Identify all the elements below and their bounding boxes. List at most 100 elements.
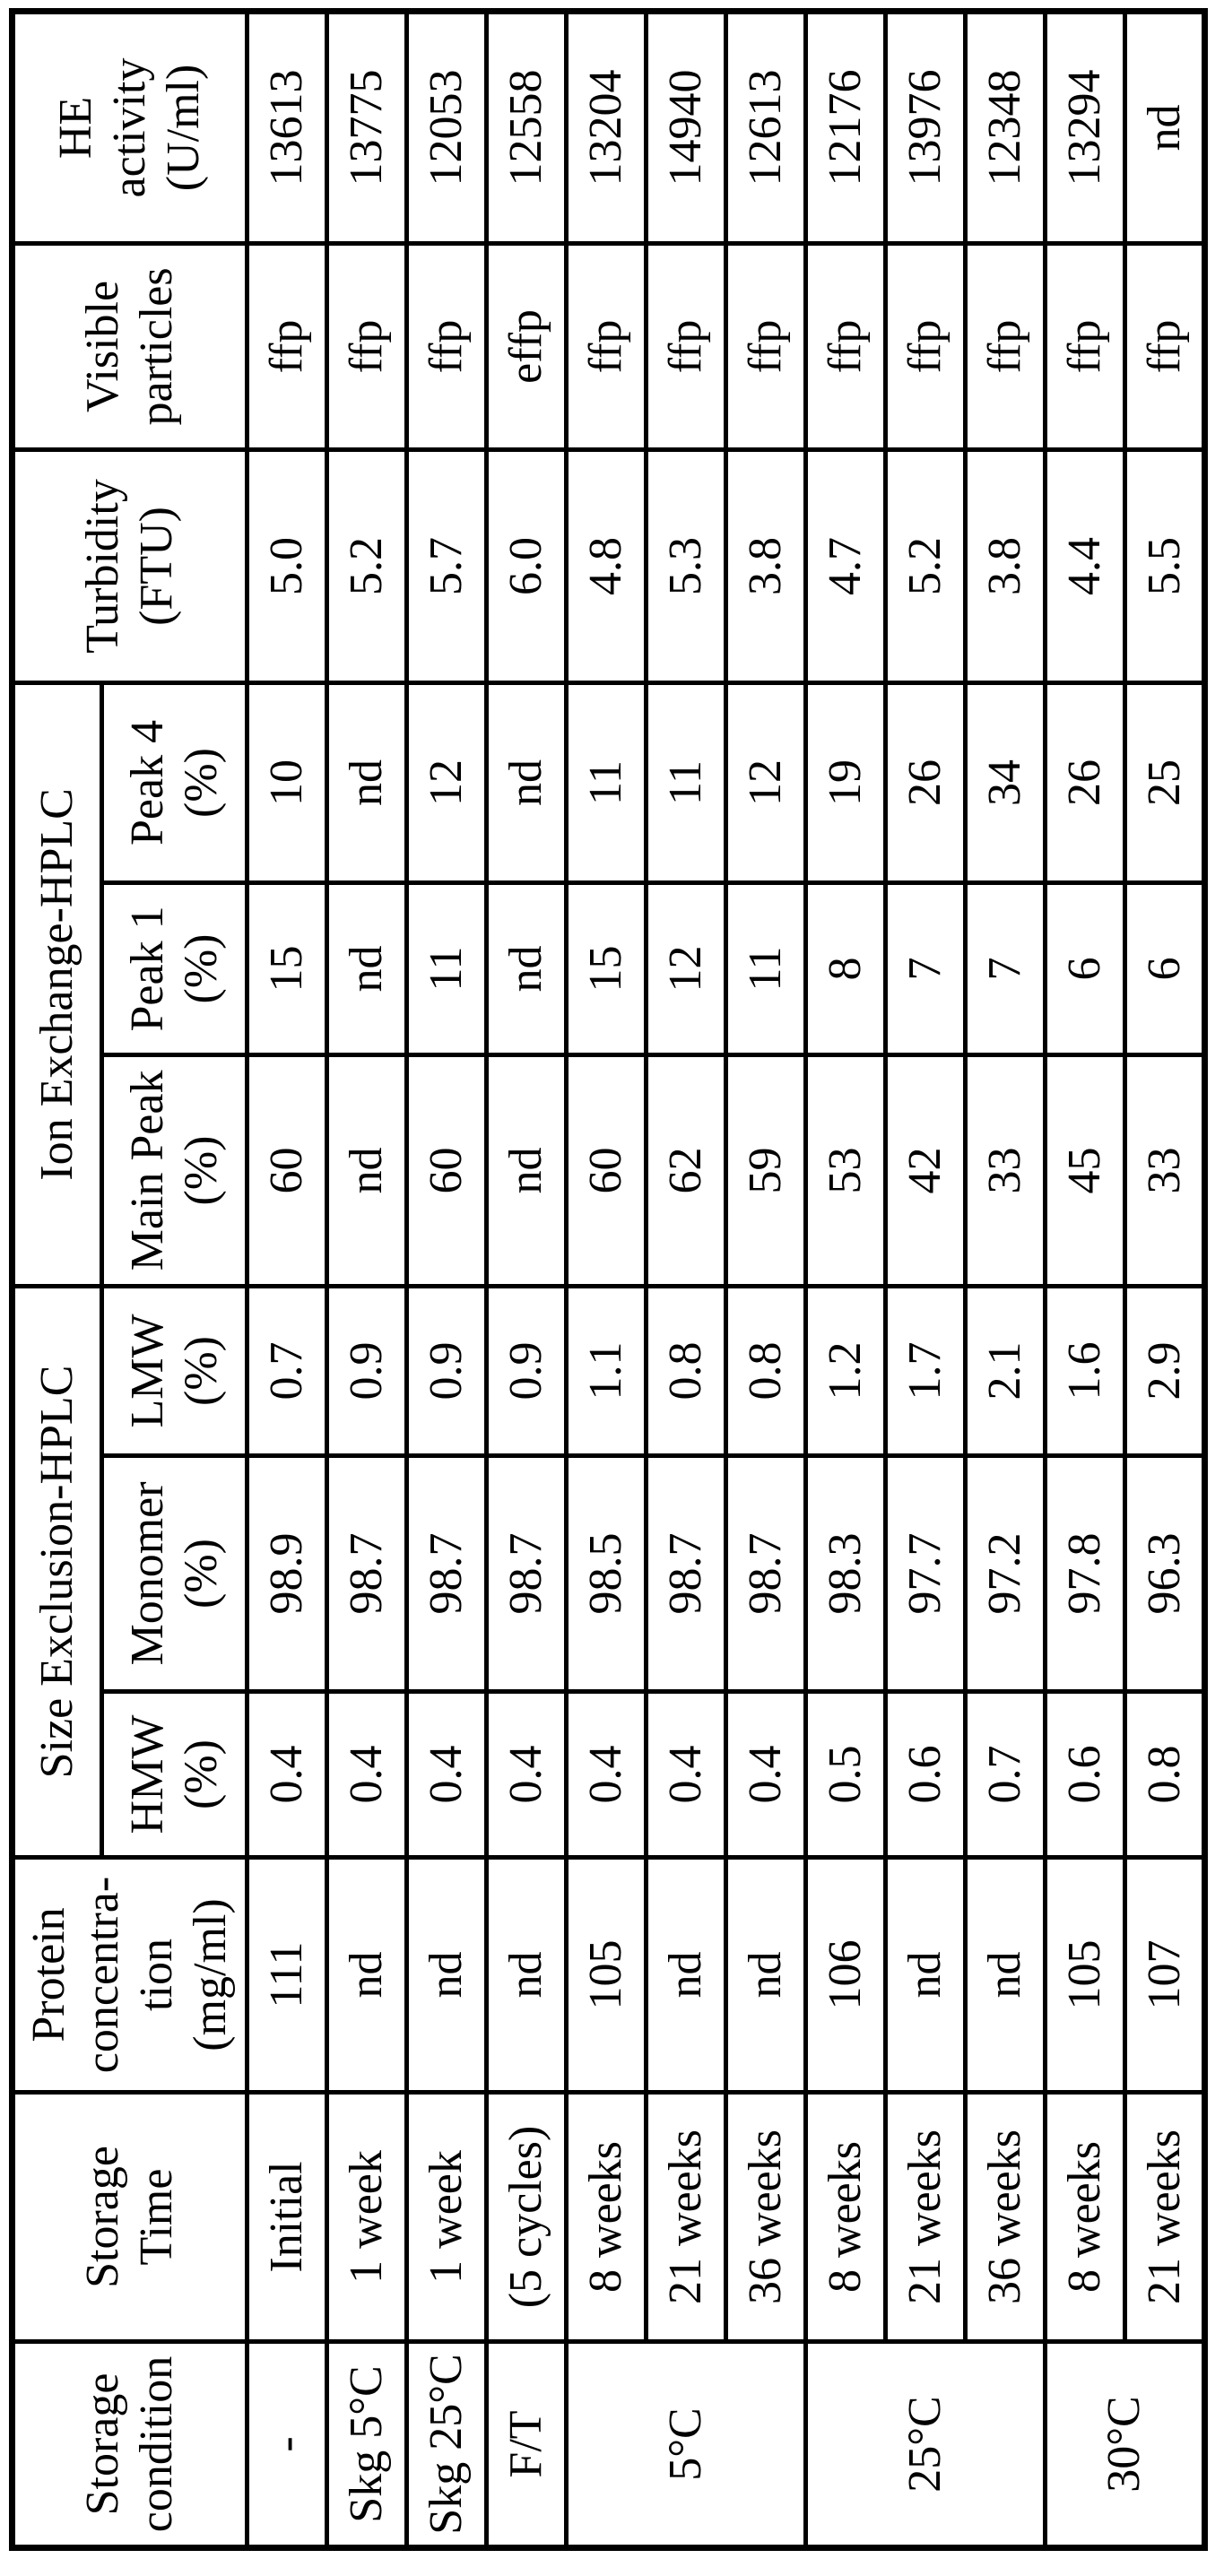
header-group-row: Storage condition Storage Time Protein c… xyxy=(12,11,247,2548)
lmw-cell: 2.1 xyxy=(965,1286,1046,1456)
col-header-visible-particles: Visible particles xyxy=(12,243,247,450)
protein-concentration-cell: nd xyxy=(486,1857,567,2093)
peak-4-cell: 26 xyxy=(1045,682,1125,883)
hmw-cell: 0.4 xyxy=(566,1691,647,1858)
turbidity-cell: 5.3 xyxy=(646,449,726,683)
table-row: 21 weeks 107 0.8 96.3 2.9 33 6 25 5.5 ffp nd xyxy=(1124,11,1205,2547)
hmw-cell: 0.4 xyxy=(486,1691,567,1858)
visible-particles-cell: ffp xyxy=(725,243,806,450)
storage-time-cell: 36 weeks xyxy=(965,2092,1046,2342)
visible-particles-cell: ffp xyxy=(247,243,327,450)
rotated-table-container: Storage condition Storage Time Protein c… xyxy=(9,7,1208,2551)
monomer-cell: 98.7 xyxy=(326,1455,407,1692)
protein-concentration-cell: 105 xyxy=(1045,1857,1125,2093)
protein-concentration-cell: nd xyxy=(646,1857,726,2093)
visible-particles-cell: ffp xyxy=(566,243,647,450)
storage-time-cell: 8 weeks xyxy=(805,2092,886,2342)
peak-1-cell: 15 xyxy=(566,882,647,1055)
monomer-cell: 97.2 xyxy=(965,1455,1046,1692)
col-group-size-exclusion-hplc: Size Exclusion-HPLC xyxy=(12,1286,102,1858)
col-header-monomer: Monomer (%) xyxy=(101,1455,247,1692)
lmw-cell: 0.9 xyxy=(486,1286,567,1456)
protein-concentration-cell: nd xyxy=(725,1857,806,2093)
peak-1-cell: nd xyxy=(326,882,407,1055)
table-row: F/T (5 cycles) nd 0.4 98.7 0.9 nd nd nd 6.0 effp 12… xyxy=(486,11,567,2548)
protein-concentration-cell: nd xyxy=(965,1857,1046,2093)
monomer-cell: 98.7 xyxy=(725,1455,806,1692)
he-activity-cell: 12053 xyxy=(406,11,487,244)
he-activity-cell: 14940 xyxy=(646,11,726,244)
main-peak-cell: 33 xyxy=(1124,1054,1205,1287)
hmw-cell: 0.8 xyxy=(1124,1691,1205,1858)
peak-1-cell: nd xyxy=(486,882,567,1055)
storage-time-cell: 21 weeks xyxy=(646,2092,726,2342)
visible-particles-cell: effp xyxy=(486,243,567,450)
main-peak-cell: 60 xyxy=(247,1054,327,1287)
lmw-cell: 1.6 xyxy=(1045,1286,1125,1456)
turbidity-cell: 4.4 xyxy=(1045,449,1125,683)
he-activity-cell: 13613 xyxy=(247,11,327,244)
storage-time-cell: 8 weeks xyxy=(566,2092,647,2342)
he-activity-cell: 13976 xyxy=(885,11,966,244)
lmw-cell: 0.8 xyxy=(725,1286,806,1456)
peak-4-cell: 34 xyxy=(965,682,1046,883)
turbidity-cell: 3.8 xyxy=(725,449,806,683)
main-peak-cell: 60 xyxy=(566,1054,647,1287)
table-row: 30°C 8 weeks 105 0.6 97.8 1.6 45 6 26 4.4 ffp 13294 xyxy=(1045,11,1205,2548)
col-group-ion-exchange-hplc: Ion Exchange-HPLC xyxy=(12,682,102,1287)
he-activity-cell: 12348 xyxy=(965,11,1046,244)
table-row: Skg 25°C 1 week nd 0.4 98.7 0.9 60 11 12 5.7 ffp 12… xyxy=(406,11,487,2548)
monomer-cell: 98.7 xyxy=(406,1455,487,1692)
main-peak-cell: 33 xyxy=(965,1054,1046,1287)
he-activity-cell: 13204 xyxy=(566,11,647,244)
storage-time-cell: 8 weeks xyxy=(1045,2092,1125,2342)
monomer-cell: 98.5 xyxy=(566,1455,647,1692)
storage-condition-cell: Skg 5°C xyxy=(326,2341,407,2548)
hmw-cell: 0.4 xyxy=(247,1691,327,1858)
protein-concentration-cell: 107 xyxy=(1124,1857,1205,2093)
visible-particles-cell: ffp xyxy=(1045,243,1125,450)
monomer-cell: 98.7 xyxy=(486,1455,567,1692)
peak-4-cell: 12 xyxy=(725,682,806,883)
peak-1-cell: 11 xyxy=(406,882,487,1055)
turbidity-cell: 3.8 xyxy=(965,449,1046,683)
storage-time-cell: Initial xyxy=(247,2092,327,2342)
col-header-main-peak: Main Peak (%) xyxy=(101,1054,247,1287)
peak-4-cell: 12 xyxy=(406,682,487,883)
storage-condition-cell: 30°C xyxy=(1045,2341,1205,2548)
turbidity-cell: 5.7 xyxy=(406,449,487,683)
storage-condition-cell: 5°C xyxy=(566,2341,806,2548)
lmw-cell: 1.2 xyxy=(805,1286,886,1456)
main-peak-cell: 60 xyxy=(406,1054,487,1287)
main-peak-cell: 62 xyxy=(646,1054,726,1287)
main-peak-cell: nd xyxy=(486,1054,567,1287)
monomer-cell: 97.7 xyxy=(885,1455,966,1692)
hmw-cell: 0.6 xyxy=(1045,1691,1125,1858)
storage-time-cell: 1 week xyxy=(406,2092,487,2342)
turbidity-cell: 5.2 xyxy=(885,449,966,683)
monomer-cell: 96.3 xyxy=(1124,1455,1205,1692)
peak-1-cell: 6 xyxy=(1045,882,1125,1055)
turbidity-cell: 4.8 xyxy=(566,449,647,683)
peak-1-cell: 6 xyxy=(1124,882,1205,1055)
col-header-storage-time: Storage Time xyxy=(12,2092,247,2342)
turbidity-cell: 5.5 xyxy=(1124,449,1205,683)
turbidity-cell: 4.7 xyxy=(805,449,886,683)
storage-time-cell: 36 weeks xyxy=(725,2092,806,2342)
col-header-lmw: LMW (%) xyxy=(101,1286,247,1456)
peak-4-cell: nd xyxy=(326,682,407,883)
col-header-storage-condition: Storage condition xyxy=(12,2341,247,2548)
storage-time-cell: 21 weeks xyxy=(1124,2092,1205,2342)
col-header-turbidity: Turbidity (FTU) xyxy=(12,449,247,683)
peak-1-cell: 12 xyxy=(646,882,726,1055)
table-row: - Initial 111 0.4 98.9 0.7 60 15 10 5.0 ffp 13613 xyxy=(247,11,327,2548)
he-activity-cell: 13775 xyxy=(326,11,407,244)
monomer-cell: 98.9 xyxy=(247,1455,327,1692)
lmw-cell: 0.9 xyxy=(326,1286,407,1456)
protein-concentration-cell: 106 xyxy=(805,1857,886,2093)
table-row: Skg 5°C 1 week nd 0.4 98.7 0.9 nd nd nd 5.2 ffp 137… xyxy=(326,11,407,2548)
storage-condition-cell: F/T xyxy=(486,2341,567,2548)
col-header-protein-concentration: Protein concentra- tion (mg/ml) xyxy=(12,1857,247,2093)
col-header-he-activity: HE activity (U/ml) xyxy=(12,11,247,244)
protein-concentration-cell: 111 xyxy=(247,1857,327,2093)
